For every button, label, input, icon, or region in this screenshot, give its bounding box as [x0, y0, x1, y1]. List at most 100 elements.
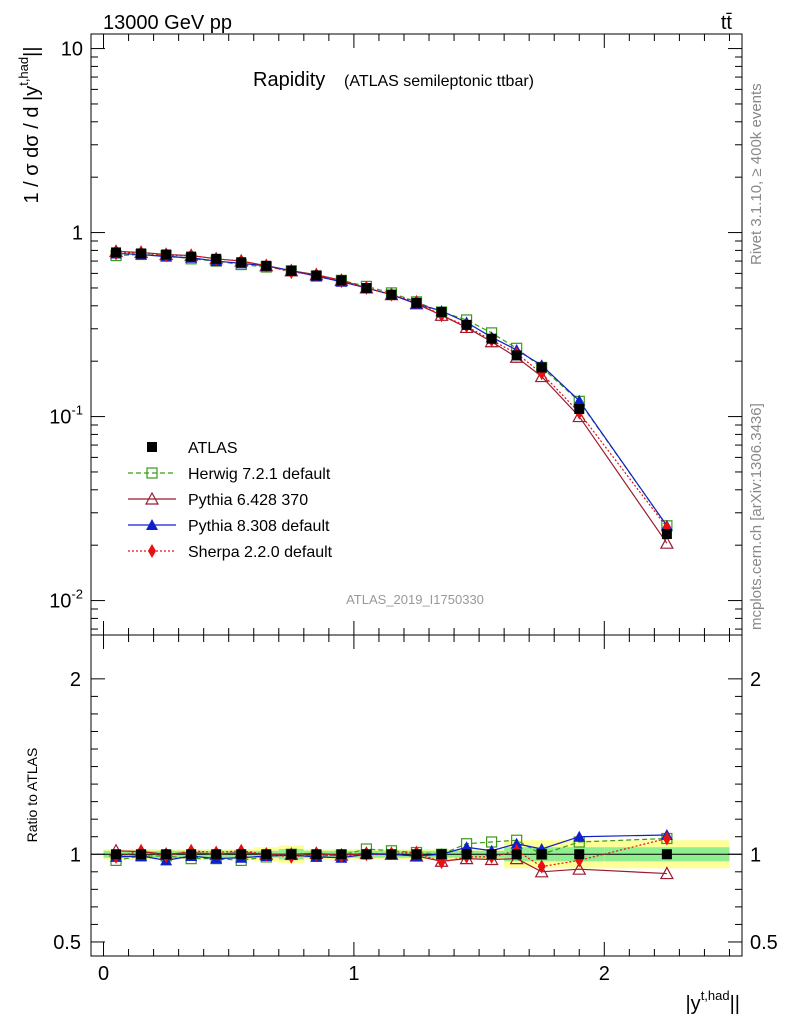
legend-marker-sherpa [148, 544, 156, 558]
x-tick-label: 2 [599, 963, 610, 985]
data-point-atlas [461, 319, 472, 330]
data-point-atlas [536, 362, 547, 373]
main-ylabel: 1 / σ dσ / d |yt,had|| [16, 46, 43, 203]
ratio-point-atlas [286, 849, 297, 860]
ratio-series-group [91, 828, 742, 880]
data-point-atlas [186, 251, 197, 262]
legend-marker-pythia8 [146, 519, 158, 530]
ratio-point-atlas [336, 849, 347, 860]
y-tick-label: 1 [70, 844, 81, 866]
ratio-ylabel: Ratio to ATLAS [24, 748, 40, 843]
ratio-point-atlas [411, 849, 422, 860]
main-panel: Rapidity (ATLAS semileptonic ttbar) 1 / … [16, 33, 743, 636]
ratio-point-atlas [161, 849, 172, 860]
watermark: ATLAS_2019_I1750330 [346, 592, 484, 607]
data-point-atlas [211, 253, 222, 264]
ratio-line-herwig [115, 837, 667, 862]
ratio-point-atlas [386, 849, 397, 860]
legend-entry-pythia8: Pythia 8.308 default [128, 518, 330, 535]
ratio-point-atlas [311, 849, 322, 860]
main-axis-ticks: 10-2 10-1 1 10 [49, 34, 742, 635]
data-point-atlas [411, 297, 422, 308]
ratio-point-atlas [211, 849, 222, 860]
y-tick-label-right: 0.5 [750, 932, 778, 954]
data-point-atlas [361, 282, 372, 293]
ratio-point-pythia8 [510, 837, 523, 849]
ratio-point-atlas [461, 849, 472, 860]
legend-marker-herwig [146, 467, 158, 479]
ratio-point-atlas [536, 849, 547, 860]
ratio-point-atlas [361, 849, 372, 860]
ratio-point-atlas [511, 849, 522, 860]
ratio-plot-frame [90, 634, 743, 957]
data-point-atlas [311, 270, 322, 281]
data-point-atlas [436, 307, 447, 318]
legend-label-herwig: Herwig 7.2.1 default [188, 466, 331, 483]
ratio-point-sherpa [662, 831, 671, 846]
y-tick-label: 10 [61, 39, 83, 61]
ratio-point-pythia6 [659, 866, 674, 880]
y-tick-label: 0.5 [53, 932, 81, 954]
data-point-atlas [336, 275, 347, 286]
process-label: tt̄ [721, 12, 733, 34]
main-series-group [109, 244, 674, 549]
legend-entry-herwig: Herwig 7.2.1 default [128, 466, 331, 483]
legend-label-sherpa: Sherpa 2.2.0 default [188, 544, 333, 561]
legend-label-pythia6: Pythia 6.428 370 [188, 492, 308, 509]
data-point-atlas [236, 257, 247, 268]
ratio-xlabel: |yt,had|| [685, 988, 740, 1015]
ratio-point-pythia8 [573, 830, 586, 842]
y-tick-label: 2 [70, 669, 81, 691]
data-point-atlas [136, 248, 147, 259]
ratio-point-atlas [236, 849, 247, 860]
ratio-point-atlas [574, 849, 585, 860]
y-tick-label-right: 2 [750, 669, 761, 691]
rivet-label: Rivet 3.1.10, ≥ 400k events [748, 83, 765, 265]
ratio-point-atlas [261, 849, 272, 860]
data-point-atlas [386, 289, 397, 300]
data-point-atlas [511, 350, 522, 361]
ratio-point-atlas [111, 849, 122, 860]
ratio-point-atlas [436, 849, 447, 860]
ratio-point-atlas [486, 849, 497, 860]
series-sherpa [112, 245, 671, 535]
ratio-series-atlas [111, 849, 672, 860]
legend-entry-atlas: ATLAS [147, 440, 238, 457]
legend-marker-pythia6 [144, 491, 160, 505]
y-tick-label-right: 1 [750, 844, 761, 866]
y-tick-label: 1 [72, 223, 83, 245]
main-subtitle: (ATLAS semileptonic ttbar) [344, 73, 534, 90]
ratio-point-atlas [186, 849, 197, 860]
data-point-pythia8 [573, 394, 586, 406]
ratio-point-atlas [136, 849, 147, 860]
data-point-atlas [661, 529, 672, 540]
y-tick-label: 10-1 [49, 403, 83, 429]
legend-entry-pythia6: Pythia 6.428 370 [128, 491, 308, 509]
data-point-atlas [486, 333, 497, 344]
series-line-sherpa [116, 251, 668, 528]
data-point-pythia6 [659, 535, 674, 549]
y-tick-label: 10-2 [49, 587, 83, 613]
ratio-point-sherpa [537, 859, 546, 874]
data-point-atlas [161, 249, 172, 260]
data-point-atlas [261, 260, 272, 271]
legend-marker-atlas [147, 442, 157, 452]
energy-label: 13000 GeV pp [103, 12, 232, 34]
data-point-pythia6 [534, 369, 549, 383]
ratio-panel: Ratio to ATLAS |yt,had|| 0.5 0.5 1 1 2 2 0 1 2 [24, 634, 778, 1015]
main-title: Rapidity [253, 69, 325, 91]
ratio-point-pythia6 [534, 864, 549, 878]
series-atlas [111, 247, 672, 540]
x-tick-label: 1 [348, 963, 359, 985]
data-point-atlas [111, 247, 122, 258]
mcplots-label: mcplots.cern.ch [arXiv:1306.3436] [748, 403, 765, 630]
legend-label-atlas: ATLAS [188, 440, 238, 457]
legend-entry-sherpa: Sherpa 2.2.0 default [128, 544, 333, 561]
x-tick-label: 0 [98, 963, 109, 985]
legend-label-pythia8: Pythia 8.308 default [188, 518, 330, 535]
data-point-atlas [574, 403, 585, 414]
legend: ATLAS Herwig 7.2.1 default Pythia 6.428 37… [128, 440, 333, 561]
ratio-point-atlas [661, 849, 672, 860]
data-point-atlas [286, 265, 297, 276]
